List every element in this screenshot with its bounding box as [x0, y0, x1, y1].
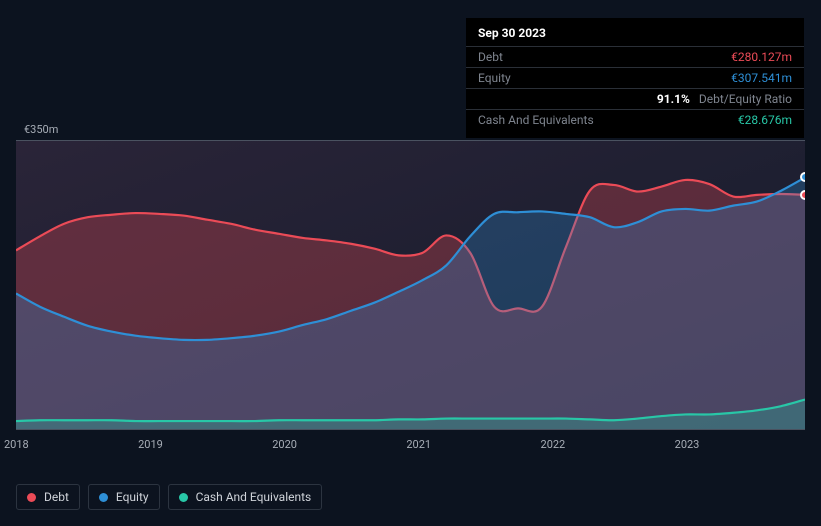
swatch	[27, 493, 36, 502]
tooltip-row: Debt €280.127m	[466, 46, 804, 67]
y-tick-label: €350m	[24, 123, 58, 136]
x-tick-label: 2023	[675, 438, 700, 451]
tooltip-label	[478, 92, 657, 106]
swatch	[179, 493, 188, 502]
tooltip-value: €307.541m	[731, 71, 792, 85]
tooltip-label: Debt	[478, 50, 731, 64]
swatch	[99, 493, 108, 502]
x-tick-label: 2018	[4, 438, 29, 451]
legend-item-cash[interactable]: Cash And Equivalents	[168, 484, 323, 510]
legend-item-debt[interactable]: Debt	[16, 484, 80, 510]
plot-svg	[16, 141, 805, 430]
plot-area[interactable]	[16, 140, 805, 430]
x-tick-label: 2021	[406, 438, 431, 451]
tooltip-row: Equity €307.541m	[466, 67, 804, 88]
tooltip-date: Sep 30 2023	[466, 26, 804, 46]
tooltip-value: €280.127m	[731, 50, 792, 64]
legend: Debt Equity Cash And Equivalents	[16, 484, 322, 510]
series-end-marker	[800, 172, 805, 182]
x-tick-label: 2022	[541, 438, 566, 451]
series-end-marker	[800, 190, 805, 200]
tooltip-row: 91.1% Debt/Equity Ratio	[466, 88, 804, 109]
tooltip-value: 91.1%	[657, 92, 690, 106]
legend-label: Equity	[116, 490, 149, 504]
tooltip-label: Equity	[478, 71, 731, 85]
tooltip-sub: Debt/Equity Ratio	[699, 92, 792, 106]
legend-label: Debt	[44, 490, 69, 504]
chart[interactable]: €350m €0 201820192020202120222023	[16, 120, 805, 450]
x-tick-label: 2020	[272, 438, 297, 451]
legend-item-equity[interactable]: Equity	[88, 484, 160, 510]
x-tick-label: 2019	[138, 438, 163, 451]
legend-label: Cash And Equivalents	[196, 490, 312, 504]
